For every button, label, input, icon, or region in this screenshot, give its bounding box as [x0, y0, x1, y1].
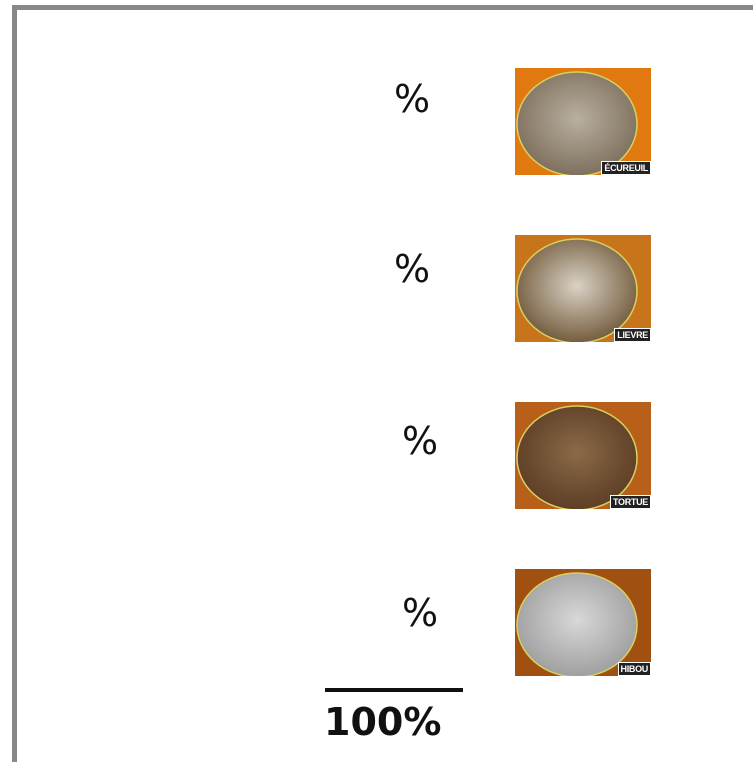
percent-sign: % — [402, 422, 438, 460]
total-rule — [325, 688, 463, 692]
page: {"rows": [ {"percent": "%", "label": "ÉC… — [0, 0, 753, 762]
animal-label: ÉCUREUIL — [601, 161, 651, 175]
animal-image: HIBOU — [515, 569, 651, 676]
image-art — [515, 235, 651, 342]
animal-image: ÉCUREUIL — [515, 68, 651, 175]
animal-label: TORTUE — [610, 495, 651, 509]
image-art — [515, 402, 651, 509]
percent-sign: % — [394, 80, 430, 118]
animal-image: LIEVRE — [515, 235, 651, 342]
total: 100% — [324, 703, 441, 741]
image-art — [515, 68, 651, 175]
animal-label: LIEVRE — [614, 328, 651, 342]
percent-sign: % — [394, 250, 430, 288]
animal-label: HIBOU — [618, 662, 652, 676]
image-art — [515, 569, 651, 676]
percent-sign: % — [402, 594, 438, 632]
animal-image: TORTUE — [515, 402, 651, 509]
